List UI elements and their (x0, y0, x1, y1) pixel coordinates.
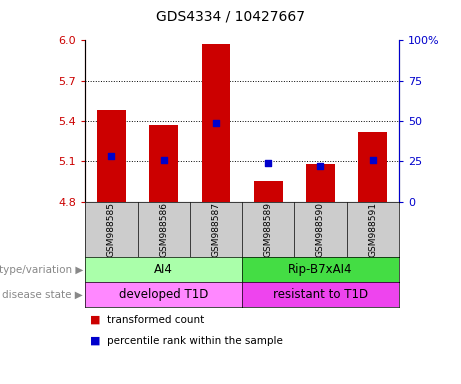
Text: Rip-B7xAI4: Rip-B7xAI4 (288, 263, 353, 276)
Text: GSM988586: GSM988586 (159, 202, 168, 257)
Text: percentile rank within the sample: percentile rank within the sample (107, 336, 284, 346)
Point (108, 153, 115, 159)
Text: transformed count: transformed count (107, 315, 205, 325)
Text: developed T1D: developed T1D (119, 288, 208, 301)
Text: GSM988585: GSM988585 (107, 202, 116, 257)
Text: disease state ▶: disease state ▶ (2, 290, 83, 300)
Bar (149, 125, 178, 202)
Text: resistant to T1D: resistant to T1D (273, 288, 368, 301)
Text: AI4: AI4 (154, 263, 173, 276)
Point (160, 157, 167, 163)
Bar (306, 164, 335, 202)
Text: GSM988590: GSM988590 (316, 202, 325, 257)
Text: GSM988591: GSM988591 (368, 202, 377, 257)
Bar (201, 45, 230, 202)
Text: ■: ■ (90, 336, 100, 346)
Bar (358, 132, 387, 202)
Point (317, 163, 324, 169)
Point (265, 160, 272, 166)
Point (369, 157, 376, 163)
Text: GSM988589: GSM988589 (264, 202, 272, 257)
Text: GSM988587: GSM988587 (212, 202, 220, 257)
Point (212, 119, 219, 126)
Text: ■: ■ (90, 315, 100, 325)
Bar (254, 181, 283, 202)
Text: GDS4334 / 10427667: GDS4334 / 10427667 (156, 10, 305, 23)
Text: genotype/variation ▶: genotype/variation ▶ (0, 265, 83, 275)
Bar (97, 110, 126, 202)
